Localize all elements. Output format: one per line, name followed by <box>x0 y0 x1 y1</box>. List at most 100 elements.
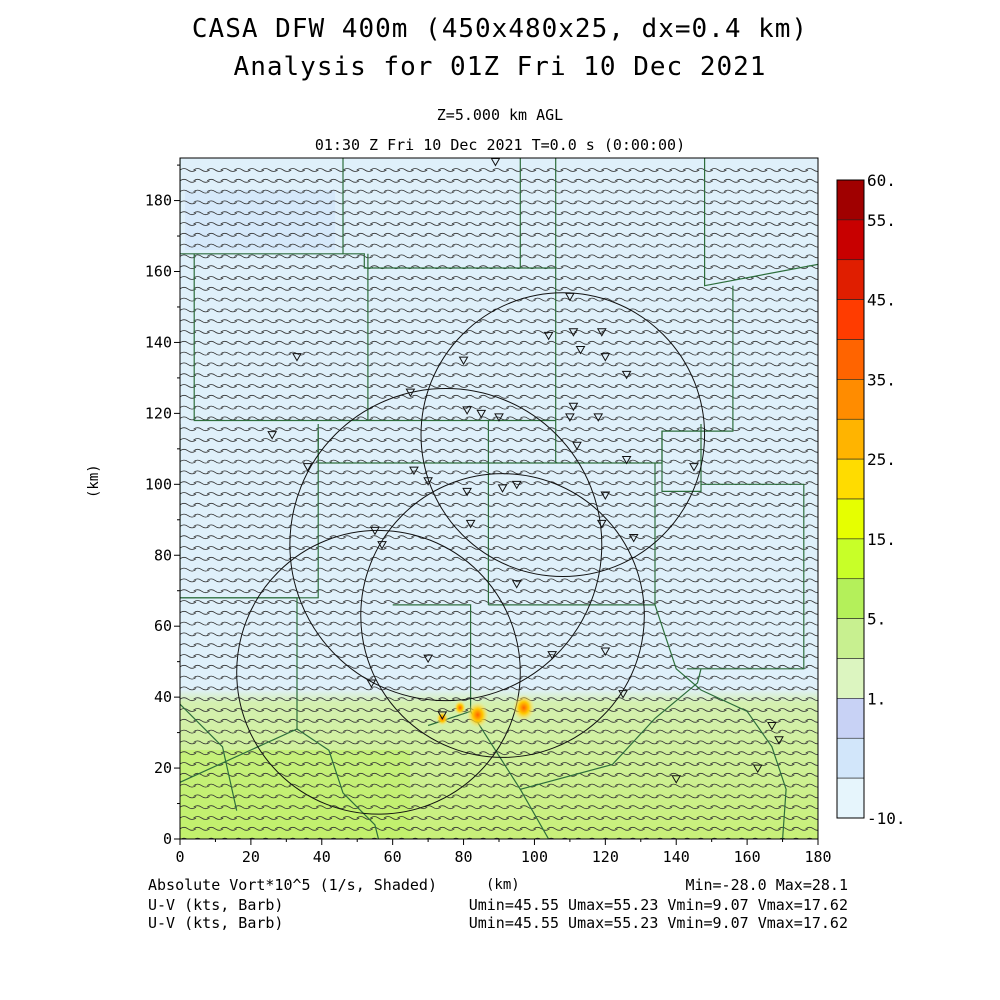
shaded-field <box>180 158 818 839</box>
x-tick-label: 40 <box>313 848 331 866</box>
station-marker <box>405 388 416 398</box>
field-label-wind-2: U-V (kts, Barb) <box>148 914 284 932</box>
y-tick-label: 60 <box>154 617 172 635</box>
radar-range-ring <box>420 292 706 578</box>
y-axis-label: (km) <box>86 464 102 498</box>
y-tick-label: 40 <box>154 688 172 706</box>
station-marker <box>543 331 554 341</box>
colorbar-label: 45. <box>867 291 896 310</box>
station-marker <box>465 519 476 529</box>
station-marker <box>596 328 607 337</box>
x-tick-label: 140 <box>663 848 690 866</box>
station-marker <box>476 409 487 419</box>
colorbar-swatch <box>836 179 865 221</box>
county-boundary <box>392 604 472 727</box>
colorbar-label: 60. <box>867 171 896 190</box>
y-tick-label: 120 <box>145 404 172 422</box>
colorbar-swatch <box>836 498 865 540</box>
station-marker <box>568 402 579 412</box>
colorbar-swatch <box>836 658 865 699</box>
station-marker <box>689 463 699 472</box>
x-tick-label: 100 <box>521 848 548 866</box>
station-marker <box>366 679 377 688</box>
colorbar-swatch <box>836 578 865 619</box>
colorbar-swatch <box>836 379 865 420</box>
wind-stats-2: Umin=45.55 Umax=55.23 Vmin=9.07 Vmax=17.… <box>468 914 848 932</box>
colorbar-swatch <box>836 737 865 779</box>
level-label: Z=5.000 km AGL <box>436 106 564 124</box>
station-marker <box>572 441 582 451</box>
station-marker <box>565 292 575 302</box>
station-marker <box>628 534 639 543</box>
station-marker <box>752 764 763 774</box>
field-label-wind-1: U-V (kts, Barb) <box>148 896 284 914</box>
station-marker <box>575 346 586 355</box>
station-marker <box>302 463 313 472</box>
shaded-field-blue-patch <box>185 190 335 250</box>
radar-range-ring <box>289 388 603 702</box>
county-boundary <box>519 789 550 839</box>
x-tick-label: 60 <box>384 848 402 866</box>
station-marker <box>621 455 632 465</box>
colorbar-swatch <box>836 339 865 380</box>
vorticity-maximum <box>466 701 489 729</box>
county-boundary <box>654 604 787 839</box>
y-tick-label: 160 <box>145 263 172 281</box>
station-marker <box>600 353 611 362</box>
station-marker <box>511 580 522 589</box>
vorticity-maximum <box>512 694 535 721</box>
y-tick-label: 100 <box>145 475 172 493</box>
x-tick-label: 80 <box>455 848 473 866</box>
colorbar-swatch <box>836 259 865 300</box>
station-marker <box>767 722 777 731</box>
chart-subtitle: Analysis for 01Z Fri 10 Dec 2021 <box>233 52 767 82</box>
y-tick-label: 140 <box>145 333 172 351</box>
colorbar-swatch <box>836 538 865 580</box>
colorbar-label: 25. <box>867 450 896 469</box>
station-marker <box>494 413 504 422</box>
y-tick-label: 20 <box>154 759 172 777</box>
station-marker <box>774 736 784 745</box>
vorticity-maximum <box>454 700 467 715</box>
county-boundary <box>703 158 818 287</box>
min-max-label: Min=-28.0 Max=28.1 <box>685 876 848 894</box>
station-marker <box>600 647 611 657</box>
station-marker <box>671 775 682 784</box>
station-marker <box>462 487 472 497</box>
station-marker <box>490 158 501 167</box>
colorbar-swatch <box>836 458 865 500</box>
county-boundary <box>296 728 380 839</box>
y-tick-label: 0 <box>163 830 172 848</box>
x-tick-label: 120 <box>592 848 619 866</box>
colorbar-label: 55. <box>867 211 896 230</box>
colorbar-swatch <box>836 777 865 819</box>
colorbar-swatch <box>836 698 865 739</box>
radar-range-ring <box>360 473 645 758</box>
x-tick-label: 0 <box>175 848 184 866</box>
x-axis-label: (km) <box>486 877 520 893</box>
station-marker <box>370 526 380 536</box>
station-marker <box>593 413 604 422</box>
station-marker <box>423 654 433 664</box>
colorbar-label: 35. <box>867 370 896 389</box>
station-marker <box>423 477 433 486</box>
x-tick-label: 160 <box>734 848 761 866</box>
radar-range-ring <box>236 529 521 815</box>
station-marker <box>437 711 448 720</box>
station-marker <box>462 406 472 415</box>
county-boundary <box>180 158 557 269</box>
colorbar-swatch <box>836 219 865 261</box>
county-boundary <box>193 253 557 422</box>
station-marker <box>267 431 278 440</box>
y-tick-label: 80 <box>154 546 172 564</box>
county-boundary <box>470 668 702 790</box>
chart-title: CASA DFW 400m (450x480x25, dx=0.4 km) <box>191 14 809 44</box>
colorbar-swatch <box>836 299 865 340</box>
station-marker <box>458 356 469 366</box>
county-boundary <box>180 597 298 783</box>
station-marker <box>565 413 575 422</box>
station-marker <box>511 480 522 490</box>
colorbar-swatch <box>836 618 865 659</box>
station-marker <box>547 651 558 660</box>
